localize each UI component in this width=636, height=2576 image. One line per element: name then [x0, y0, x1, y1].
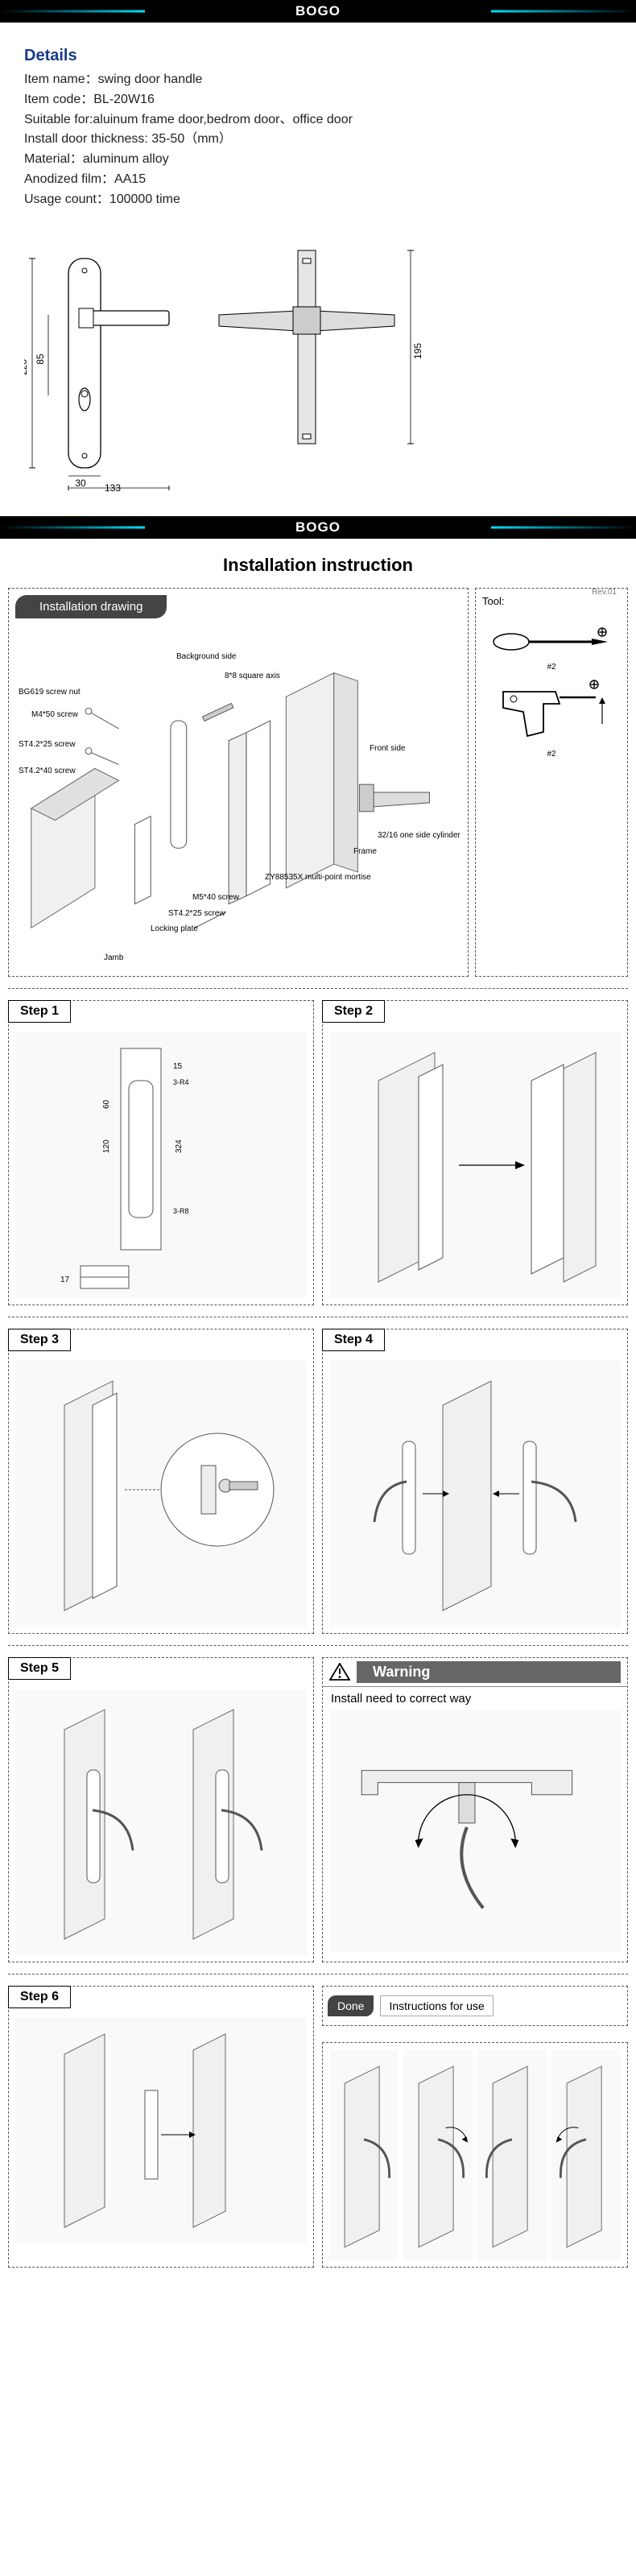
step-tag: Step 2	[322, 1000, 385, 1023]
step-tag: Step 5	[8, 1657, 71, 1680]
part-label: 8*8 square axis	[225, 672, 280, 680]
svg-text:3-R4: 3-R4	[173, 1078, 189, 1086]
detail-row: Suitable for:aluinum frame door,bedrom d…	[24, 110, 612, 130]
dim-width: 133	[105, 482, 121, 494]
exploded-view-figure: BG619 screw nut M4*50 screw ST4.2*25 scr…	[15, 623, 461, 970]
part-label: M5*40 screw	[192, 893, 239, 902]
tool-number: #2	[491, 663, 612, 672]
usage-fig-4	[551, 2049, 621, 2260]
part-label: Background side	[176, 652, 237, 661]
step-3-panel: Step 3	[8, 1329, 314, 1634]
svg-text:60: 60	[102, 1099, 111, 1109]
step-6-figure	[15, 2018, 307, 2243]
detail-row: Item code：BL-20W16	[24, 90, 612, 110]
brand-header-1: BOGO	[0, 0, 636, 23]
warning-figure	[329, 1710, 621, 1952]
warning-title: Warning	[357, 1661, 621, 1683]
tool-panel: Tool: #2	[475, 588, 628, 977]
part-label: ZY88535X multi-point mortise	[265, 873, 371, 882]
step-tag: Step 4	[322, 1329, 385, 1351]
part-label: Front side	[370, 744, 405, 753]
brand-header-2: BOGO	[0, 516, 636, 539]
done-row: Done Instructions for use	[322, 1986, 628, 2026]
warning-panel: Warning Install need to correct way	[322, 1657, 628, 1962]
part-label: Frame	[353, 847, 377, 856]
detail-row: Install door thickness: 35-50（mm）	[24, 130, 612, 150]
tool-number: #2	[491, 750, 612, 759]
part-label: Locking plate	[151, 924, 198, 933]
usage-fig-2	[403, 2049, 473, 2260]
svg-text:30: 30	[75, 478, 86, 489]
done-text: Instructions for use	[380, 1995, 493, 2016]
svg-text:220: 220	[24, 358, 29, 374]
part-label: ST4.2*25 screw	[168, 909, 225, 918]
warning-text: Install need to correct way	[323, 1687, 627, 1707]
detail-row: Material：aluminum alloy	[24, 150, 612, 170]
step-4-panel: Step 4	[322, 1329, 628, 1634]
brand-logo: BOGO	[295, 519, 341, 535]
drill-icon: #2	[491, 680, 612, 759]
brand-logo: BOGO	[295, 3, 341, 19]
detail-row: Item name：swing door handle	[24, 70, 612, 90]
detail-row: Usage count：100000 time	[24, 190, 612, 210]
detail-row: Anodized film：AA15	[24, 170, 612, 190]
svg-text:324: 324	[175, 1139, 184, 1152]
step-1-panel: Step 1 324 120 60 15 3-R4 3-R8 17	[8, 1000, 314, 1305]
installation-drawing-panel: Installation drawing	[8, 588, 469, 977]
revision-label: Rev.01	[592, 588, 617, 597]
details-section: Details Item name：swing door handle Item…	[0, 23, 636, 226]
screwdriver-icon: #2	[491, 626, 612, 672]
step-4-figure	[329, 1361, 621, 1627]
part-label: Jamb	[104, 953, 123, 962]
step-2-figure	[329, 1032, 621, 1298]
instruction-title: Installation instruction	[8, 555, 628, 576]
step-tag: Step 1	[8, 1000, 71, 1023]
step-5-figure	[15, 1689, 307, 1955]
svg-text:3-R8: 3-R8	[173, 1207, 189, 1215]
step-tag: Step 6	[8, 1986, 71, 2008]
tool-label: Tool:	[482, 595, 621, 607]
step-3-figure	[15, 1361, 307, 1627]
drawing-header-pill: Installation drawing	[15, 595, 167, 618]
step-tag: Step 3	[8, 1329, 71, 1351]
dimension-drawings: 220 85 30 133 133	[0, 226, 636, 516]
svg-text:17: 17	[60, 1276, 70, 1284]
usage-row	[322, 2042, 628, 2268]
instruction-section: Installation instruction Rev.01 Installa…	[0, 539, 636, 2276]
part-label: M4*50 screw	[31, 710, 78, 719]
svg-text:195: 195	[412, 342, 423, 358]
front-view-drawing: 220 85 30 133 133	[24, 234, 185, 492]
step-1-figure: 324 120 60 15 3-R4 3-R8 17	[15, 1032, 307, 1298]
svg-text:15: 15	[173, 1062, 183, 1071]
step-6-panel: Step 6	[8, 1986, 314, 2268]
done-pill: Done	[328, 1995, 374, 2016]
step-2-panel: Step 2	[322, 1000, 628, 1305]
svg-text:120: 120	[102, 1139, 111, 1152]
side-view-drawing: 195	[209, 234, 491, 460]
usage-fig-3	[477, 2049, 547, 2260]
warning-icon	[329, 1663, 350, 1681]
part-label: BG619 screw nut	[19, 688, 81, 697]
step-5-panel: Step 5	[8, 1657, 314, 1962]
part-label: ST4.2*40 screw	[19, 767, 76, 775]
usage-fig-1	[329, 2049, 399, 2260]
part-label: 32/16 one side cylinder	[378, 831, 460, 840]
part-label: ST4.2*25 screw	[19, 740, 76, 749]
svg-text:85: 85	[35, 354, 46, 365]
details-title: Details	[24, 47, 612, 65]
